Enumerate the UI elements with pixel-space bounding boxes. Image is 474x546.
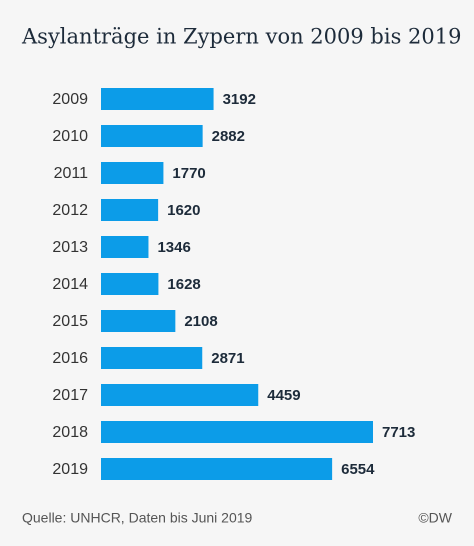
y-tick-label: 2019 <box>52 461 88 478</box>
y-tick-label: 2013 <box>52 239 88 256</box>
value-label: 1628 <box>167 276 200 293</box>
bar <box>101 162 164 184</box>
bar <box>101 273 159 295</box>
y-tick-label: 2016 <box>52 350 88 367</box>
y-tick-label: 2012 <box>52 202 88 219</box>
value-label: 4459 <box>267 387 300 404</box>
bar <box>101 199 159 221</box>
value-label: 2871 <box>211 350 244 367</box>
y-tick-label: 2014 <box>52 276 88 293</box>
y-tick-label: 2015 <box>52 313 88 330</box>
bar <box>101 347 203 369</box>
y-tick-label: 2017 <box>52 387 88 404</box>
value-label: 1346 <box>157 239 190 256</box>
value-label: 1770 <box>172 165 205 182</box>
bar <box>101 125 203 147</box>
credit: ©DW <box>418 510 452 526</box>
source: Quelle: UNHCR, Daten bis Juni 2019 <box>22 510 253 526</box>
y-tick-label: 2011 <box>54 165 89 182</box>
value-label: 3192 <box>223 91 256 108</box>
y-tick-label: 2010 <box>52 128 88 145</box>
y-tick-label: 2009 <box>52 91 88 108</box>
bar <box>101 458 333 480</box>
value-label: 1620 <box>167 202 200 219</box>
bar <box>101 384 259 406</box>
value-label: 2108 <box>184 313 217 330</box>
bar <box>101 88 214 110</box>
bar <box>101 236 149 258</box>
value-label: 7713 <box>382 424 415 441</box>
value-label: 2882 <box>212 128 245 145</box>
bar <box>101 421 373 443</box>
chart-title: Asylanträge in Zypern von 2009 bis 2019 <box>21 25 461 49</box>
bar <box>101 310 176 332</box>
y-tick-label: 2018 <box>52 424 88 441</box>
value-label: 6554 <box>341 461 375 478</box>
